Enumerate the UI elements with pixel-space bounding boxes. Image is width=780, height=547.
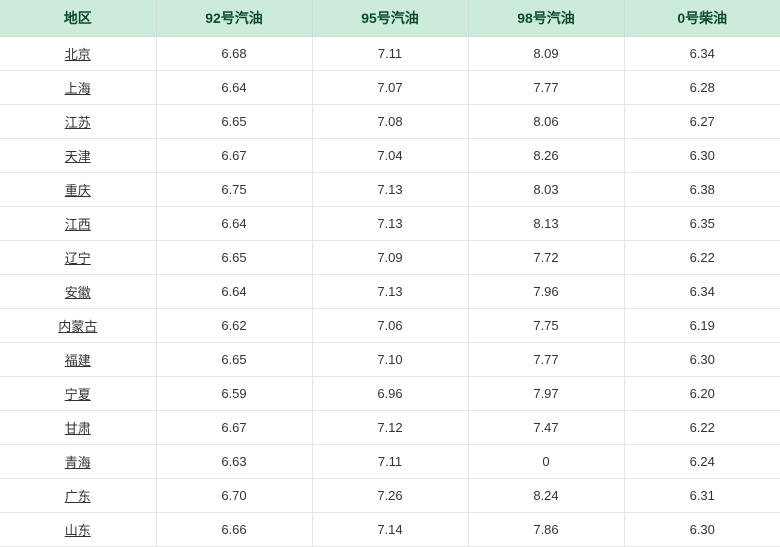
cell-p92: 6.62	[156, 309, 312, 343]
cell-p98: 8.26	[468, 139, 624, 173]
cell-p98: 7.96	[468, 275, 624, 309]
cell-p98: 8.09	[468, 37, 624, 71]
cell-p98: 0	[468, 445, 624, 479]
cell-d0: 6.24	[624, 445, 780, 479]
cell-d0: 6.28	[624, 71, 780, 105]
cell-region[interactable]: 山东	[0, 513, 156, 547]
cell-p98: 7.75	[468, 309, 624, 343]
cell-p92: 6.64	[156, 275, 312, 309]
cell-d0: 6.30	[624, 139, 780, 173]
cell-p98: 7.77	[468, 343, 624, 377]
cell-d0: 6.31	[624, 479, 780, 513]
cell-p92: 6.65	[156, 241, 312, 275]
cell-p95: 7.14	[312, 513, 468, 547]
table-row: 重庆6.757.138.036.38	[0, 173, 780, 207]
cell-region[interactable]: 广东	[0, 479, 156, 513]
cell-region[interactable]: 内蒙古	[0, 309, 156, 343]
cell-region[interactable]: 福建	[0, 343, 156, 377]
cell-p95: 7.11	[312, 37, 468, 71]
cell-p95: 7.26	[312, 479, 468, 513]
table-row: 江西6.647.138.136.35	[0, 207, 780, 241]
cell-p98: 7.47	[468, 411, 624, 445]
col-92: 92号汽油	[156, 0, 312, 37]
cell-p98: 7.97	[468, 377, 624, 411]
table-row: 内蒙古6.627.067.756.19	[0, 309, 780, 343]
cell-d0: 6.19	[624, 309, 780, 343]
cell-p92: 6.64	[156, 207, 312, 241]
cell-p92: 6.65	[156, 105, 312, 139]
cell-p95: 7.09	[312, 241, 468, 275]
cell-d0: 6.22	[624, 411, 780, 445]
cell-p92: 6.65	[156, 343, 312, 377]
cell-region[interactable]: 安徽	[0, 275, 156, 309]
table-row: 天津6.677.048.266.30	[0, 139, 780, 173]
cell-p95: 7.10	[312, 343, 468, 377]
cell-p95: 7.13	[312, 207, 468, 241]
cell-p98: 8.03	[468, 173, 624, 207]
cell-p92: 6.59	[156, 377, 312, 411]
cell-p92: 6.75	[156, 173, 312, 207]
cell-region[interactable]: 辽宁	[0, 241, 156, 275]
col-diesel0: 0号柴油	[624, 0, 780, 37]
table-row: 北京6.687.118.096.34	[0, 37, 780, 71]
cell-p92: 6.64	[156, 71, 312, 105]
table-row: 青海6.637.1106.24	[0, 445, 780, 479]
cell-p95: 7.07	[312, 71, 468, 105]
cell-p92: 6.67	[156, 411, 312, 445]
cell-d0: 6.22	[624, 241, 780, 275]
cell-p95: 7.12	[312, 411, 468, 445]
table-row: 广东6.707.268.246.31	[0, 479, 780, 513]
cell-p95: 7.13	[312, 173, 468, 207]
cell-p98: 7.72	[468, 241, 624, 275]
table-row: 辽宁6.657.097.726.22	[0, 241, 780, 275]
table-row: 上海6.647.077.776.28	[0, 71, 780, 105]
cell-p98: 8.24	[468, 479, 624, 513]
cell-p95: 7.11	[312, 445, 468, 479]
cell-p92: 6.63	[156, 445, 312, 479]
cell-p95: 7.13	[312, 275, 468, 309]
col-95: 95号汽油	[312, 0, 468, 37]
cell-p95: 7.08	[312, 105, 468, 139]
cell-d0: 6.30	[624, 513, 780, 547]
cell-region[interactable]: 江苏	[0, 105, 156, 139]
cell-p98: 7.77	[468, 71, 624, 105]
table-row: 山东6.667.147.866.30	[0, 513, 780, 547]
cell-p92: 6.70	[156, 479, 312, 513]
cell-p95: 7.06	[312, 309, 468, 343]
cell-p95: 7.04	[312, 139, 468, 173]
cell-d0: 6.30	[624, 343, 780, 377]
table-row: 甘肃6.677.127.476.22	[0, 411, 780, 445]
cell-p92: 6.66	[156, 513, 312, 547]
cell-region[interactable]: 天津	[0, 139, 156, 173]
cell-region[interactable]: 甘肃	[0, 411, 156, 445]
table-body: 北京6.687.118.096.34上海6.647.077.776.28江苏6.…	[0, 37, 780, 547]
cell-d0: 6.35	[624, 207, 780, 241]
cell-p98: 7.86	[468, 513, 624, 547]
table-row: 江苏6.657.088.066.27	[0, 105, 780, 139]
table-header-row: 地区 92号汽油 95号汽油 98号汽油 0号柴油	[0, 0, 780, 37]
cell-d0: 6.20	[624, 377, 780, 411]
cell-region[interactable]: 宁夏	[0, 377, 156, 411]
cell-p95: 6.96	[312, 377, 468, 411]
cell-d0: 6.27	[624, 105, 780, 139]
cell-region[interactable]: 北京	[0, 37, 156, 71]
cell-region[interactable]: 青海	[0, 445, 156, 479]
cell-region[interactable]: 重庆	[0, 173, 156, 207]
table-row: 宁夏6.596.967.976.20	[0, 377, 780, 411]
col-98: 98号汽油	[468, 0, 624, 37]
table-row: 福建6.657.107.776.30	[0, 343, 780, 377]
cell-d0: 6.34	[624, 275, 780, 309]
cell-p98: 8.06	[468, 105, 624, 139]
cell-d0: 6.38	[624, 173, 780, 207]
col-region: 地区	[0, 0, 156, 37]
cell-p98: 8.13	[468, 207, 624, 241]
cell-p92: 6.67	[156, 139, 312, 173]
fuel-price-table: 地区 92号汽油 95号汽油 98号汽油 0号柴油 北京6.687.118.09…	[0, 0, 780, 547]
cell-region[interactable]: 江西	[0, 207, 156, 241]
cell-region[interactable]: 上海	[0, 71, 156, 105]
cell-p92: 6.68	[156, 37, 312, 71]
table-row: 安徽6.647.137.966.34	[0, 275, 780, 309]
cell-d0: 6.34	[624, 37, 780, 71]
